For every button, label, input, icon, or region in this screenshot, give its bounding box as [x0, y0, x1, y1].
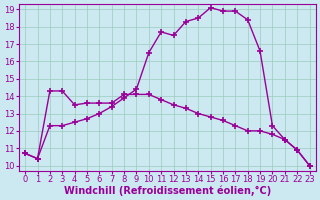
X-axis label: Windchill (Refroidissement éolien,°C): Windchill (Refroidissement éolien,°C) [64, 185, 271, 196]
